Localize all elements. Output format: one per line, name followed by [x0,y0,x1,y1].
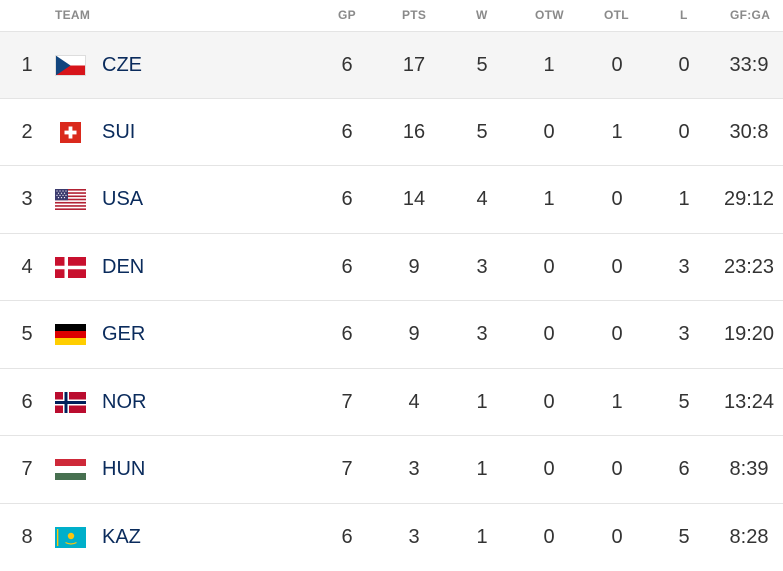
games-played: 6 [341,526,353,548]
rank: 7 [21,458,33,480]
rank: 3 [21,188,33,210]
header-pts[interactable]: PTS [402,8,427,22]
games-played: 6 [341,188,353,210]
overtime-losses: 1 [611,391,623,413]
wins: 3 [476,256,488,278]
overtime-wins: 0 [543,323,555,345]
header-otl[interactable]: OTL [604,8,629,22]
team-code[interactable]: NOR [102,391,147,413]
table-row[interactable]: 2 SUI 6 16 5 0 1 0 30:8 [0,98,783,166]
goals-for-against: 8:28 [729,526,769,548]
team-code[interactable]: DEN [102,256,145,278]
goals-for-against: 33:9 [729,54,769,76]
header-w[interactable]: W [476,8,488,22]
header-gfga[interactable]: GF:GA [730,8,771,22]
overtime-wins: 1 [543,188,555,210]
wins: 4 [476,188,488,210]
overtime-losses: 0 [611,323,623,345]
losses: 3 [678,256,690,278]
kazakhstan-flag-icon [55,527,86,548]
wins: 1 [476,458,488,480]
denmark-flag-icon [55,257,86,278]
czech-flag-icon [55,55,86,76]
overtime-wins: 0 [543,391,555,413]
games-played: 6 [341,54,353,76]
goals-for-against: 23:23 [723,256,775,278]
games-played: 6 [341,121,353,143]
rank: 5 [21,323,33,345]
rank: 8 [21,526,33,548]
header-l[interactable]: L [680,8,688,22]
table-row[interactable]: 3 USA 6 14 4 1 0 1 29:12 [0,165,783,233]
team-code[interactable]: GER [102,323,146,345]
table-row[interactable]: 8 KAZ 6 3 1 0 0 5 8:28 [0,503,783,571]
goals-for-against: 30:8 [729,121,769,143]
table-row[interactable]: 1 CZE 6 17 5 1 0 0 33:9 [0,31,783,99]
overtime-wins: 1 [543,54,555,76]
losses: 1 [678,188,690,210]
goals-for-against: 19:20 [723,323,775,345]
points: 16 [402,121,426,143]
header-gp[interactable]: GP [338,8,356,22]
team-code[interactable]: SUI [102,121,136,143]
wins: 3 [476,323,488,345]
goals-for-against: 8:39 [729,458,769,480]
points: 14 [402,188,426,210]
swiss-flag-icon [60,122,81,143]
points: 3 [408,458,420,480]
games-played: 6 [341,256,353,278]
table-row[interactable]: 7 HUN 7 3 1 0 0 6 8:39 [0,435,783,503]
usa-flag-icon [55,189,86,210]
header-team[interactable]: TEAM [55,8,91,22]
rank: 1 [21,54,33,76]
table-row[interactable]: 4 DEN 6 9 3 0 0 3 23:23 [0,233,783,301]
games-played: 7 [341,391,353,413]
overtime-wins: 0 [543,121,555,143]
overtime-losses: 0 [611,188,623,210]
points: 3 [408,526,420,548]
wins: 1 [476,391,488,413]
overtime-wins: 0 [543,526,555,548]
header-otw[interactable]: OTW [535,8,564,22]
losses: 6 [678,458,690,480]
losses: 0 [678,54,690,76]
overtime-losses: 0 [611,54,623,76]
losses: 0 [678,121,690,143]
overtime-wins: 0 [543,458,555,480]
team-code[interactable]: KAZ [102,526,141,548]
table-row[interactable]: 6 NOR 7 4 1 0 1 5 13:24 [0,368,783,436]
wins: 5 [476,121,488,143]
table-header: TEAM GP PTS W OTW OTL L GF:GA [0,0,783,31]
points: 9 [408,256,420,278]
team-code[interactable]: USA [102,188,144,210]
overtime-losses: 0 [611,458,623,480]
overtime-wins: 0 [543,256,555,278]
losses: 5 [678,526,690,548]
games-played: 7 [341,458,353,480]
points: 4 [408,391,420,413]
wins: 1 [476,526,488,548]
rank: 2 [21,121,33,143]
points: 9 [408,323,420,345]
rank: 4 [21,256,33,278]
overtime-losses: 0 [611,256,623,278]
table-row[interactable]: 5 GER 6 9 3 0 0 3 19:20 [0,300,783,368]
rank: 6 [21,391,33,413]
norway-flag-icon [55,392,86,413]
hungary-flag-icon [55,459,86,480]
points: 17 [402,54,426,76]
goals-for-against: 29:12 [723,188,775,210]
overtime-losses: 0 [611,526,623,548]
overtime-losses: 1 [611,121,623,143]
wins: 5 [476,54,488,76]
germany-flag-icon [55,324,86,345]
goals-for-against: 13:24 [723,391,775,413]
team-code[interactable]: CZE [102,54,142,76]
games-played: 6 [341,323,353,345]
losses: 5 [678,391,690,413]
losses: 3 [678,323,690,345]
team-code[interactable]: HUN [102,458,146,480]
